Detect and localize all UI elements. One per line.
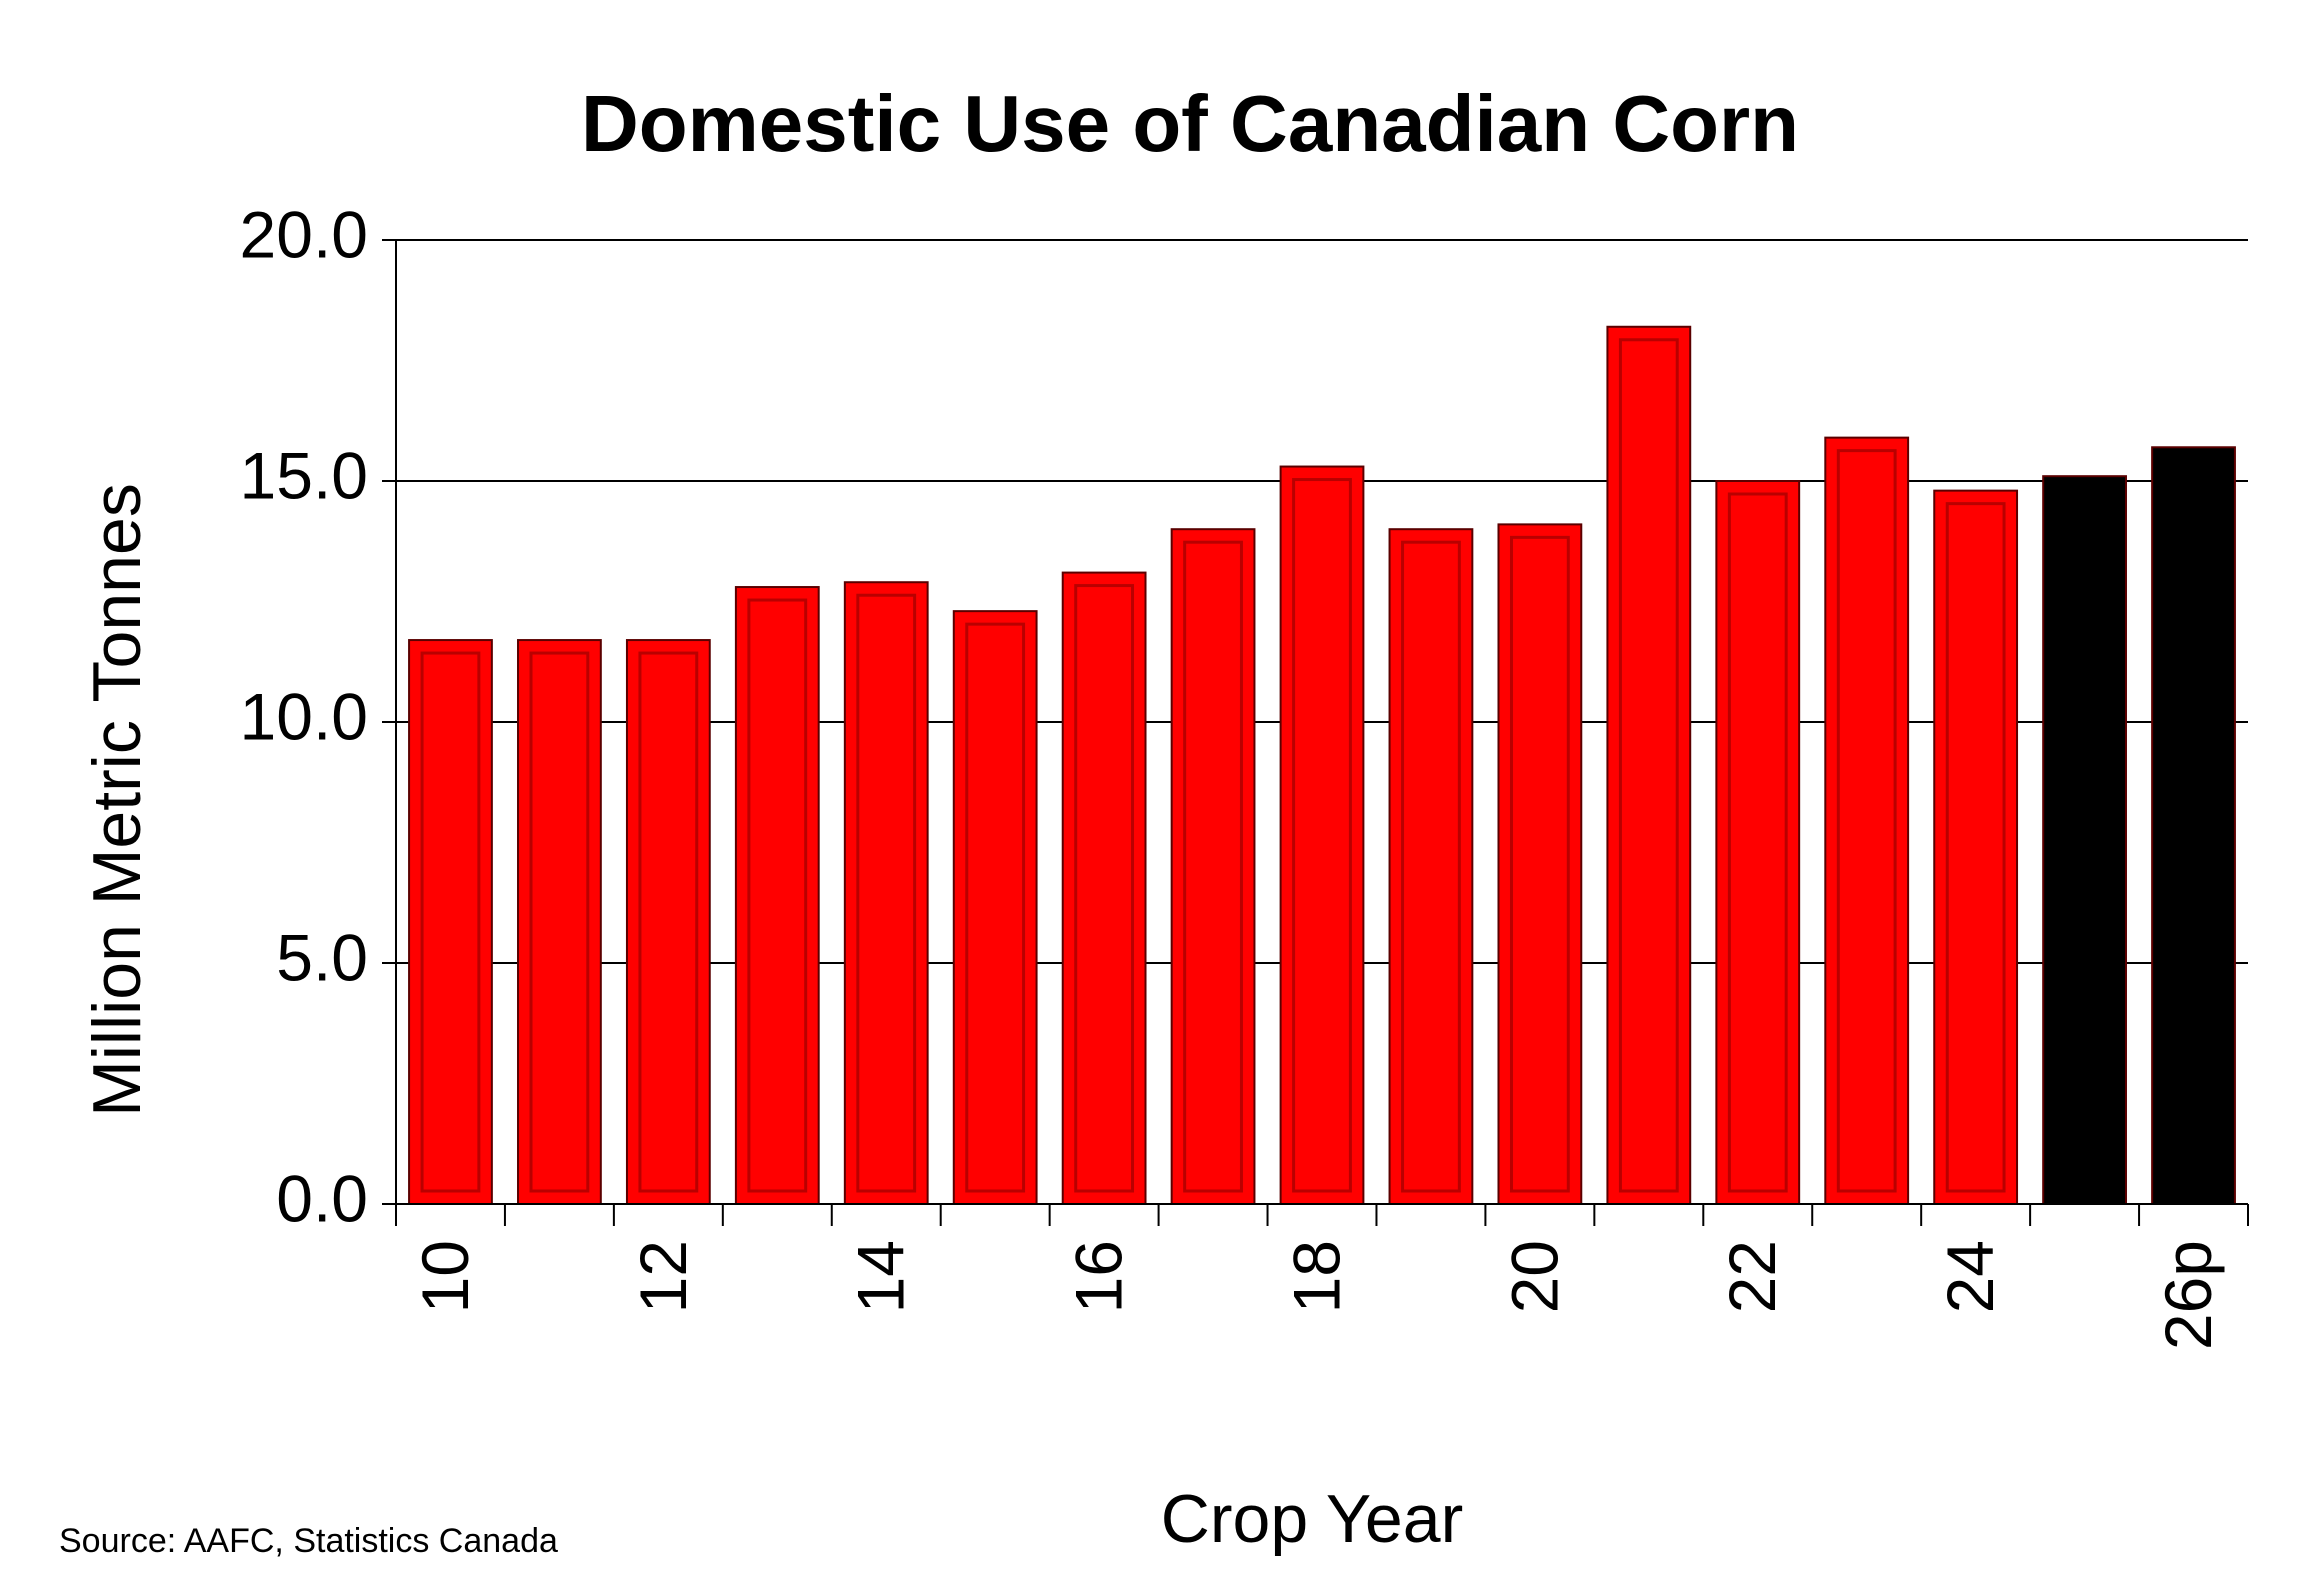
bar-bevel: [1074, 584, 1135, 1193]
x-tick-label: 20: [1497, 1240, 1571, 1313]
x-tick-label: 16: [1062, 1240, 1136, 1313]
y-tick-label: 15.0: [240, 438, 368, 512]
bar-bevel: [1292, 478, 1352, 1193]
bar-bevel: [747, 598, 808, 1193]
x-tick-label: 14: [844, 1240, 918, 1313]
y-axis-label: Million Metric Tonnes: [79, 483, 155, 1117]
x-tick-label: 24: [1933, 1240, 2007, 1313]
y-tick-label: 20.0: [240, 197, 368, 271]
bar-bevel: [1401, 540, 1461, 1193]
bar-bevel: [856, 593, 917, 1193]
x-tick-label: 22: [1715, 1240, 1789, 1313]
bar-bevel: [1836, 449, 1897, 1193]
x-axis-label: Crop Year: [1161, 1481, 1463, 1557]
source-note: Source: AAFC, Statistics Canada: [59, 1522, 558, 1560]
bar-bevel: [1183, 540, 1243, 1193]
bar-bevel: [529, 651, 590, 1193]
bar-bevel: [1618, 338, 1679, 1193]
bar: [2151, 446, 2236, 1205]
bar-bevel: [1945, 502, 2006, 1193]
y-tick-label: 0.0: [276, 1161, 368, 1235]
bar-bevel: [420, 651, 481, 1193]
chart-title: Domestic Use of Canadian Corn: [581, 79, 1799, 168]
x-tick-label: 18: [1279, 1240, 1353, 1313]
y-tick-label: 5.0: [276, 920, 368, 994]
x-tick-label: 26p: [2151, 1240, 2225, 1350]
bar-bevel: [638, 651, 699, 1193]
bar-bevel: [1727, 492, 1788, 1193]
bar: [2042, 475, 2127, 1205]
bar-bevel: [1509, 535, 1570, 1193]
x-tick-label: 10: [408, 1240, 482, 1313]
y-tick-label: 10.0: [240, 679, 368, 753]
bar-bevel: [965, 622, 1026, 1193]
x-tick-label: 12: [626, 1240, 700, 1313]
